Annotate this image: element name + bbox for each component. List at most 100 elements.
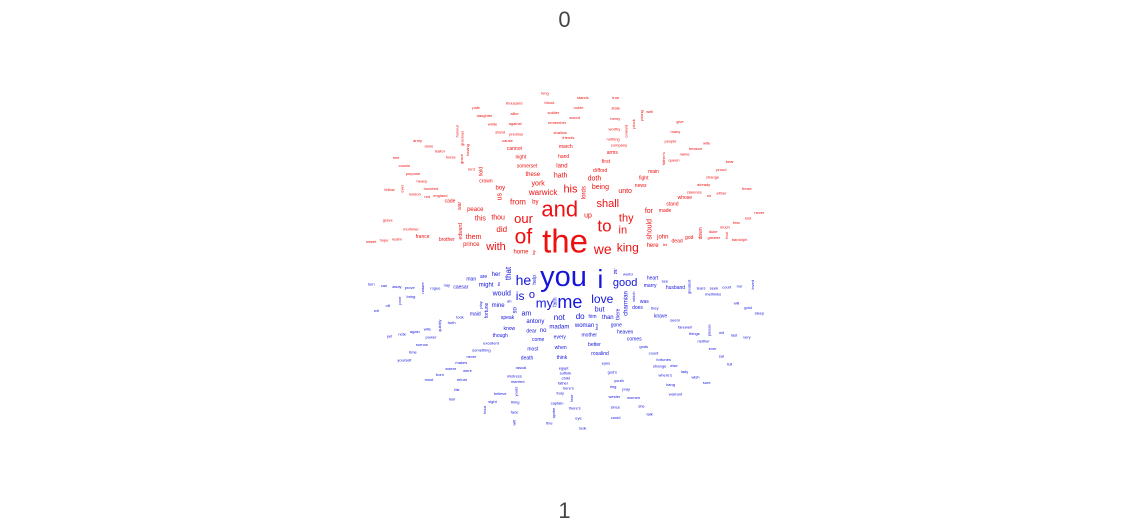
word-1-111: believe (494, 391, 507, 396)
word-1-85: here's (563, 386, 574, 391)
word-0-111: proud (716, 167, 726, 172)
word-0-53: cade (445, 199, 456, 205)
word-1-148: could (611, 415, 621, 420)
word-0-26: for (645, 208, 654, 215)
word-1-116: return (457, 377, 467, 382)
word-1-96: makes (455, 360, 467, 365)
word-1-131: born (436, 372, 444, 377)
word-0-36: land (556, 164, 567, 170)
word-0-4: we (593, 241, 612, 257)
word-1-118: thing (511, 399, 520, 404)
word-1-44: man (466, 277, 476, 283)
word-1-159: talk (647, 411, 653, 416)
word-1-64: eyes (602, 360, 610, 365)
word-1-40: know (503, 326, 515, 332)
word-0-77: premise (509, 131, 524, 136)
word-1-8: o (529, 289, 535, 301)
word-1-128: since (611, 405, 621, 410)
word-0-3: to (597, 216, 611, 235)
word-1-114: again (410, 329, 420, 334)
word-0-6: king (617, 240, 639, 254)
word-0-57: whose (678, 195, 693, 201)
word-1-23: might (479, 282, 494, 288)
word-1-22: mine (492, 303, 506, 309)
word-1-124: nor (737, 284, 743, 289)
word-0-50: night (515, 155, 526, 161)
word-1-37: was (640, 299, 649, 305)
word-0-30: these (525, 172, 540, 178)
word-0-134: long (541, 90, 549, 95)
word-1-154: yourself (397, 357, 412, 362)
word-1-125: will (734, 300, 740, 305)
word-0-7: shall (596, 198, 619, 210)
word-1-31: help (532, 275, 538, 285)
word-0-97: people (665, 139, 678, 144)
word-0-78: already (697, 182, 710, 187)
word-1-11: do (576, 312, 585, 321)
word-1-27: him (589, 314, 597, 320)
word-1-103: pray (622, 387, 630, 392)
word-0-94: gracious (460, 131, 465, 146)
word-0-87: coward (624, 125, 629, 138)
word-1-162: sleep (755, 310, 765, 315)
word-0-5: our (514, 211, 533, 226)
word-0-47: first (602, 159, 611, 165)
word-0-66: father's (661, 152, 666, 165)
word-1-92: seek (710, 285, 718, 290)
word-0-118: done (424, 143, 434, 148)
word-1-89: methinks (705, 292, 721, 297)
word-1-87: nature (420, 282, 425, 294)
word-1-140: she (638, 403, 645, 408)
word-1-150: hour (482, 405, 487, 414)
word-1-153: turn (368, 281, 375, 286)
word-1-61: took (456, 314, 464, 319)
word-1-60: they (651, 305, 659, 310)
word-0-125: sweet (366, 239, 377, 244)
word-1-13: it (614, 269, 618, 276)
word-0-52: hold (478, 167, 484, 177)
word-1-30: mother (582, 332, 598, 338)
word-1-15: would (492, 290, 511, 297)
word-0-120: fellow (384, 187, 394, 192)
word-1-146: ah (507, 299, 511, 304)
word-0-138: heir (393, 155, 400, 160)
word-0-108: pluck (631, 119, 636, 128)
word-1-100: power (426, 335, 438, 340)
word-1-63: egypt (559, 365, 570, 370)
word-1-161: very (743, 334, 751, 339)
group-label-top: 0 (558, 7, 571, 32)
word-0-19: them (466, 234, 482, 241)
word-0-62: let (663, 242, 668, 247)
word-0-21: hath (554, 173, 568, 180)
word-0-136: young (639, 110, 644, 121)
word-0-14: did (496, 225, 507, 234)
word-1-4: my (536, 296, 554, 311)
word-1-113: sorrow (416, 342, 428, 347)
word-1-133: can (381, 283, 387, 288)
word-1-101: youts (514, 387, 519, 397)
word-1-117: away (392, 284, 401, 289)
word-1-46: most (527, 346, 538, 352)
word-1-93: ring (610, 384, 617, 389)
word-1-32: gone (611, 322, 622, 328)
word-1-45: faith (553, 297, 559, 307)
word-1-136: tis (496, 282, 501, 286)
word-1-69: rascal (516, 365, 527, 370)
word-0-23: doth (588, 176, 602, 183)
word-0-61: lord (468, 167, 475, 172)
word-1-47: though (493, 333, 509, 339)
word-0-72: cause (502, 138, 513, 143)
word-0-83: remember (548, 120, 567, 125)
word-1-98: prove (405, 285, 416, 290)
word-1-132: note (398, 331, 407, 336)
word-1-49: caesar (453, 285, 468, 291)
word-1-52: there (616, 308, 622, 320)
word-1-160: sure (703, 380, 712, 385)
word-1-68: nay (444, 283, 450, 288)
word-1-149: fine (546, 420, 553, 425)
word-0-109: noble (574, 105, 585, 110)
word-1-41: when (555, 345, 567, 351)
word-0-79: queen (668, 157, 679, 162)
word-0-126: well (646, 109, 653, 114)
word-1-56: death (521, 355, 534, 361)
